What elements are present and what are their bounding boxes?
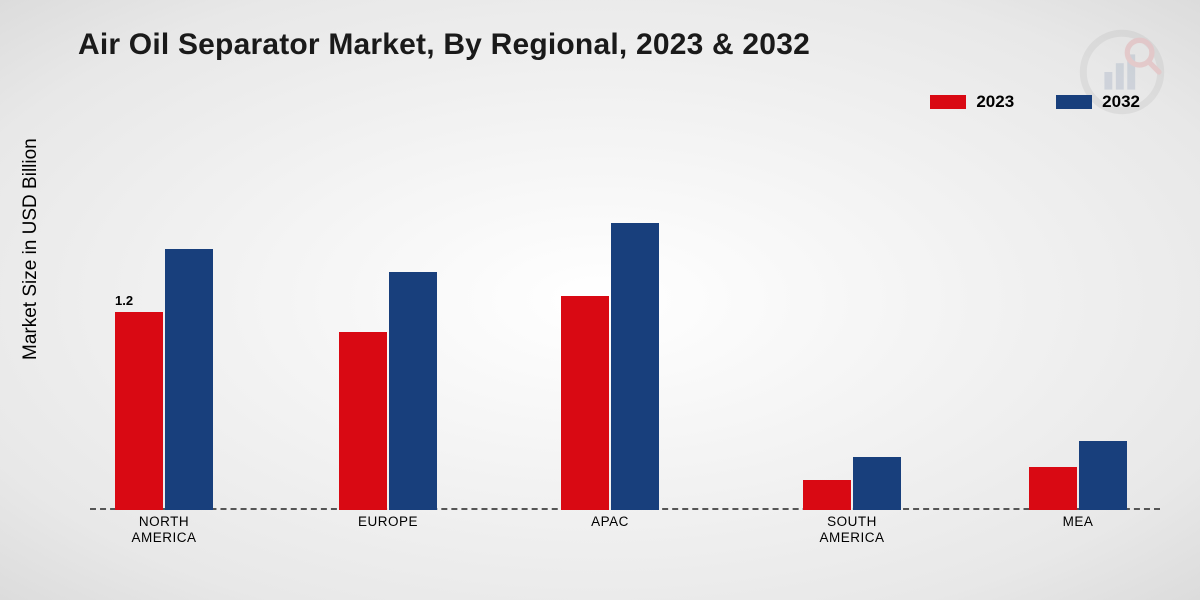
- legend-swatch-2023: [930, 95, 966, 109]
- bar: [803, 480, 851, 510]
- x-axis-category-label: SOUTHAMERICA: [792, 514, 912, 546]
- plot-area: 1.2: [90, 180, 1160, 510]
- x-axis-labels: NORTHAMERICA EUROPE APAC SOUTHAMERICA MEA: [90, 514, 1160, 574]
- x-axis-category-label: MEA: [1018, 514, 1138, 530]
- bar-group: [1029, 441, 1127, 510]
- x-axis-category-label: APAC: [550, 514, 670, 530]
- bar-value-label: 1.2: [115, 293, 133, 308]
- bar: [561, 296, 609, 511]
- bar: [389, 272, 437, 510]
- legend-item-2032: 2032: [1056, 92, 1140, 112]
- bar-group: [561, 223, 659, 510]
- chart-container: Air Oil Separator Market, By Regional, 2…: [0, 0, 1200, 600]
- bar: [165, 249, 213, 510]
- bar: [1079, 441, 1127, 510]
- legend-label-2032: 2032: [1102, 92, 1140, 112]
- bar: [611, 223, 659, 510]
- bar: [115, 312, 163, 510]
- bar: [853, 457, 901, 510]
- chart-title: Air Oil Separator Market, By Regional, 2…: [78, 28, 810, 62]
- bar: [339, 332, 387, 510]
- bar-group: [803, 457, 901, 510]
- x-axis-category-label: EUROPE: [328, 514, 448, 530]
- bar-group: [339, 272, 437, 510]
- bar-group: 1.2: [115, 249, 213, 510]
- legend: 2023 2032: [930, 92, 1140, 112]
- legend-swatch-2032: [1056, 95, 1092, 109]
- y-axis-label: Market Size in USD Billion: [20, 138, 42, 360]
- legend-label-2023: 2023: [976, 92, 1014, 112]
- x-axis-category-label: NORTHAMERICA: [104, 514, 224, 546]
- bar: [1029, 467, 1077, 510]
- legend-item-2023: 2023: [930, 92, 1014, 112]
